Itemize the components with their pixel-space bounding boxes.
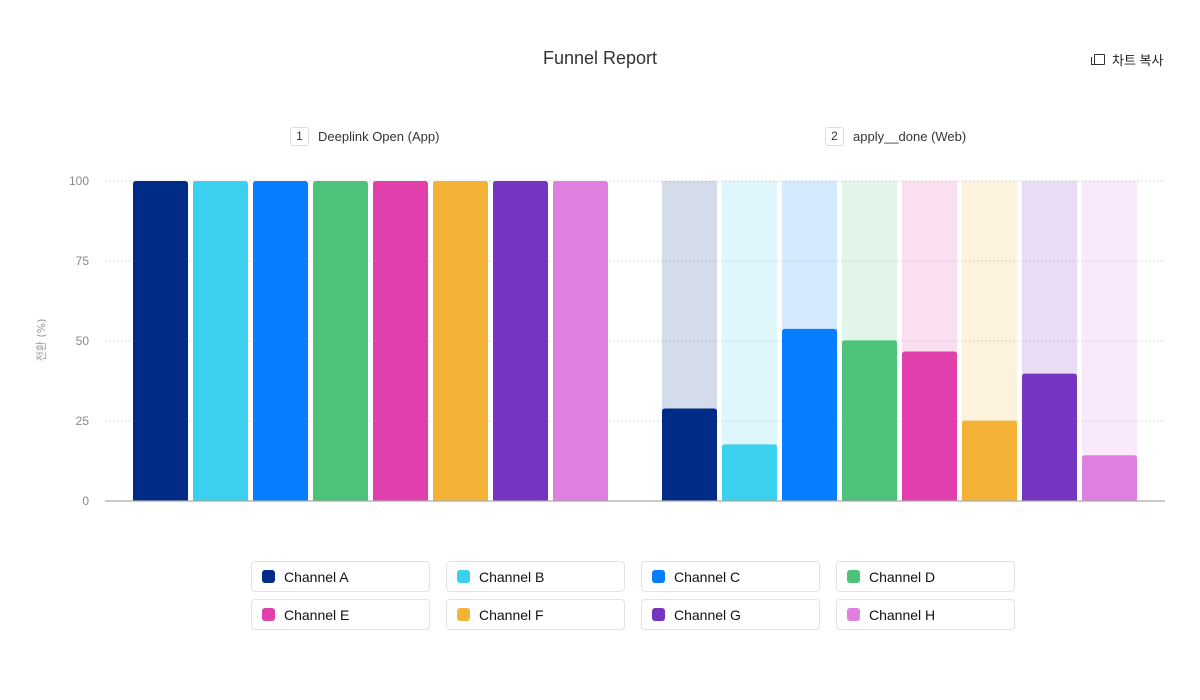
legend-label: Channel G bbox=[674, 606, 741, 623]
bar bbox=[1022, 373, 1077, 501]
legend-swatch bbox=[457, 570, 470, 583]
y-tick-label: 100 bbox=[69, 174, 89, 188]
y-tick-label: 0 bbox=[82, 494, 89, 508]
step-label-1: 1 Deeplink Open (App) bbox=[290, 127, 439, 146]
step-name: apply__done (Web) bbox=[853, 129, 967, 144]
copy-chart-label: 차트 복사 bbox=[1112, 53, 1164, 68]
copy-chart-button[interactable]: 차트 복사 bbox=[1091, 50, 1164, 69]
y-tick-label: 25 bbox=[76, 414, 90, 428]
legend-item[interactable]: Channel B bbox=[446, 561, 625, 592]
legend-swatch bbox=[652, 570, 665, 583]
legend-label: Channel B bbox=[479, 568, 545, 585]
step-label-2: 2 apply__done (Web) bbox=[825, 127, 966, 146]
bar bbox=[553, 181, 608, 501]
legend-swatch bbox=[457, 608, 470, 621]
legend-swatch bbox=[847, 608, 860, 621]
bar bbox=[842, 340, 897, 501]
bar bbox=[1082, 455, 1137, 501]
bar bbox=[962, 420, 1017, 501]
bar bbox=[253, 181, 308, 501]
legend: Channel A Channel B Channel C Channel D Chan… bbox=[251, 561, 1015, 630]
bar-background bbox=[1082, 181, 1137, 501]
y-tick-label: 50 bbox=[76, 334, 90, 348]
copy-icon bbox=[1091, 54, 1105, 65]
legend-item[interactable]: Channel F bbox=[446, 599, 625, 630]
bar bbox=[433, 181, 488, 501]
legend-swatch bbox=[262, 608, 275, 621]
bar bbox=[133, 181, 188, 501]
legend-item[interactable]: Channel H bbox=[836, 599, 1015, 630]
bar bbox=[782, 328, 837, 501]
legend-item[interactable]: Channel G bbox=[641, 599, 820, 630]
legend-swatch bbox=[847, 570, 860, 583]
legend-label: Channel H bbox=[869, 606, 936, 623]
bar bbox=[193, 181, 248, 501]
bar bbox=[902, 351, 957, 501]
bar bbox=[493, 181, 548, 501]
legend-item[interactable]: Channel D bbox=[836, 561, 1015, 592]
bar bbox=[313, 181, 368, 501]
legend-item[interactable]: Channel E bbox=[251, 599, 430, 630]
bar bbox=[662, 408, 717, 501]
chart-title: Funnel Report bbox=[542, 48, 658, 68]
legend-swatch bbox=[652, 608, 665, 621]
legend-item[interactable]: Channel C bbox=[641, 561, 820, 592]
y-tick-label: 75 bbox=[76, 254, 90, 268]
legend-swatch bbox=[262, 570, 275, 583]
step-number: 2 bbox=[825, 127, 844, 146]
legend-label: Channel F bbox=[479, 606, 544, 623]
legend-label: Channel A bbox=[284, 568, 349, 585]
legend-label: Channel C bbox=[674, 568, 741, 585]
y-axis-label: 전환 (%) bbox=[35, 319, 48, 362]
legend-label: Channel E bbox=[284, 606, 350, 623]
step-number: 1 bbox=[290, 127, 309, 146]
step-name: Deeplink Open (App) bbox=[318, 129, 440, 144]
legend-item[interactable]: Channel A bbox=[251, 561, 430, 592]
bar bbox=[722, 444, 777, 501]
legend-label: Channel D bbox=[869, 568, 936, 585]
bar bbox=[373, 181, 428, 501]
